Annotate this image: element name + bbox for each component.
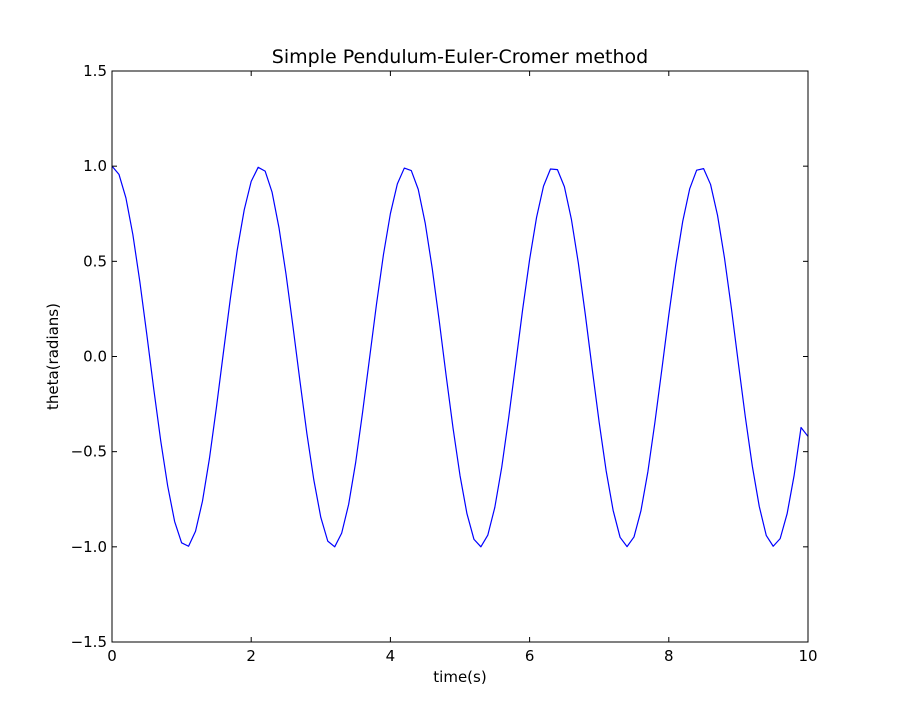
y-tick-label: −1.0 bbox=[71, 538, 107, 556]
x-tick-label: 0 bbox=[107, 647, 117, 665]
x-tick-label: 4 bbox=[386, 647, 396, 665]
chart-title: Simple Pendulum-Euler-Cromer method bbox=[272, 46, 648, 68]
x-tick-label: 2 bbox=[246, 647, 256, 665]
y-tick-label: 1.0 bbox=[83, 157, 107, 175]
y-tick-label: 0.0 bbox=[83, 348, 107, 366]
series-line-0 bbox=[111, 165, 809, 548]
x-tick-label: 8 bbox=[664, 647, 674, 665]
y-tick-label: 1.5 bbox=[83, 62, 107, 80]
plot-area: 0 2 4 6 8 10 −1.5 −1.0 −0.5 0.0 0.5 1.0 1.5 bbox=[71, 62, 818, 665]
x-tick-label: 6 bbox=[525, 647, 535, 665]
y-tick-label: −0.5 bbox=[71, 443, 107, 461]
y-tick-label: 0.5 bbox=[83, 252, 107, 270]
x-tick-label: 10 bbox=[798, 647, 817, 665]
x-axis-label: time(s) bbox=[433, 668, 486, 686]
y-tick-label: −1.5 bbox=[71, 633, 107, 651]
y-axis-label: theta(radians) bbox=[44, 303, 62, 410]
